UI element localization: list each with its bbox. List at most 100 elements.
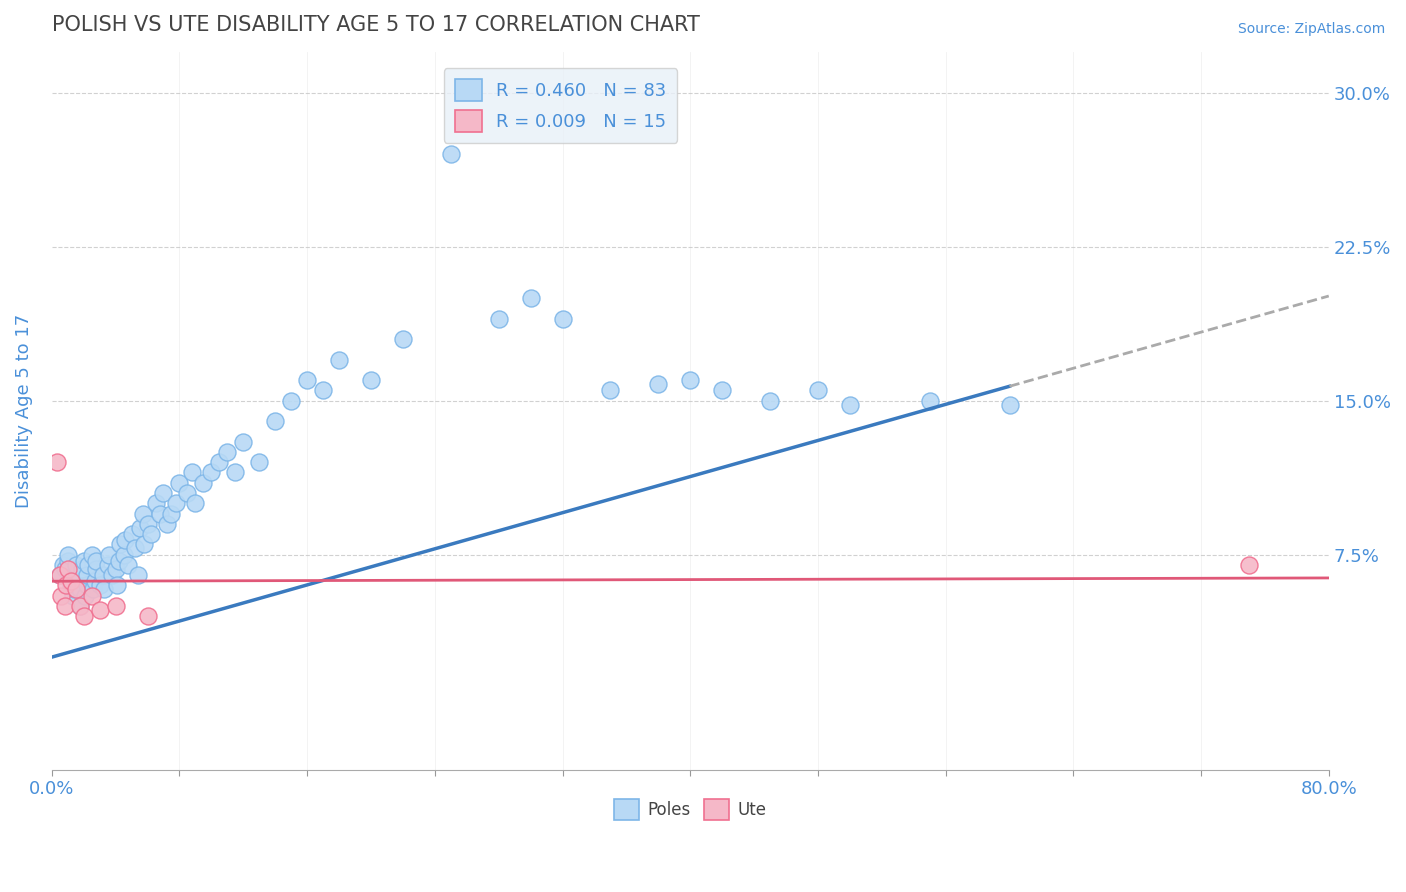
Point	[679, 373, 702, 387]
Point	[145, 496, 167, 510]
Point	[104, 599, 127, 613]
Text: POLISH VS UTE DISABILITY AGE 5 TO 17 CORRELATION CHART: POLISH VS UTE DISABILITY AGE 5 TO 17 COR…	[52, 15, 700, 35]
Point	[70, 562, 93, 576]
Point	[77, 558, 100, 572]
Point	[128, 521, 150, 535]
Point	[62, 589, 84, 603]
Point	[488, 311, 510, 326]
Point	[76, 568, 98, 582]
Point	[169, 475, 191, 490]
Point	[224, 466, 246, 480]
Point	[69, 582, 91, 597]
Point	[45, 455, 67, 469]
Point	[80, 548, 103, 562]
Point	[208, 455, 231, 469]
Point	[55, 578, 77, 592]
Point	[647, 377, 669, 392]
Point	[152, 486, 174, 500]
Point	[759, 393, 782, 408]
Point	[56, 562, 79, 576]
Point	[117, 558, 139, 572]
Point	[200, 466, 222, 480]
Point	[998, 398, 1021, 412]
Point	[59, 578, 82, 592]
Point	[101, 568, 124, 582]
Point	[53, 599, 76, 613]
Point	[156, 516, 179, 531]
Point	[181, 466, 204, 480]
Point	[280, 393, 302, 408]
Point	[112, 548, 135, 562]
Legend: Poles, Ute: Poles, Ute	[607, 793, 773, 826]
Point	[232, 434, 254, 449]
Point	[89, 578, 111, 592]
Point	[48, 568, 70, 582]
Point	[217, 445, 239, 459]
Point	[69, 599, 91, 613]
Point	[160, 507, 183, 521]
Point	[149, 507, 172, 521]
Point	[139, 527, 162, 541]
Point	[52, 558, 75, 572]
Point	[1237, 558, 1260, 572]
Point	[65, 568, 87, 582]
Point	[599, 384, 621, 398]
Point	[132, 507, 155, 521]
Point	[176, 486, 198, 500]
Point	[56, 554, 79, 568]
Point	[93, 582, 115, 597]
Point	[86, 554, 108, 568]
Point	[110, 537, 132, 551]
Point	[918, 393, 941, 408]
Point	[134, 537, 156, 551]
Point	[127, 568, 149, 582]
Point	[519, 291, 541, 305]
Point	[328, 352, 350, 367]
Point	[105, 578, 128, 592]
Point	[136, 609, 159, 624]
Point	[48, 568, 70, 582]
Point	[264, 414, 287, 428]
Point	[66, 578, 89, 592]
Point	[136, 516, 159, 531]
Point	[83, 574, 105, 589]
Point	[51, 589, 73, 603]
Text: Source: ZipAtlas.com: Source: ZipAtlas.com	[1237, 22, 1385, 37]
Point	[97, 558, 120, 572]
Point	[121, 527, 143, 541]
Point	[360, 373, 382, 387]
Point	[65, 582, 87, 597]
Point	[247, 455, 270, 469]
Point	[82, 582, 104, 597]
Point	[193, 475, 215, 490]
Point	[295, 373, 318, 387]
Point	[711, 384, 734, 398]
Point	[91, 568, 114, 582]
Point	[124, 541, 146, 556]
Point	[63, 582, 86, 597]
Point	[53, 562, 76, 576]
Point	[165, 496, 187, 510]
Point	[104, 562, 127, 576]
Point	[807, 384, 830, 398]
Point	[73, 554, 96, 568]
Point	[67, 574, 90, 589]
Point	[184, 496, 207, 510]
Point	[73, 609, 96, 624]
Point	[392, 332, 415, 346]
Point	[551, 311, 574, 326]
Point	[312, 384, 335, 398]
Point	[440, 147, 463, 161]
Point	[65, 558, 87, 572]
Point	[80, 589, 103, 603]
Point	[89, 603, 111, 617]
Point	[59, 574, 82, 589]
Point	[107, 554, 129, 568]
Point	[838, 398, 860, 412]
Point	[69, 599, 91, 613]
Point	[86, 562, 108, 576]
Point	[56, 548, 79, 562]
Point	[75, 589, 97, 603]
Point	[76, 578, 98, 592]
Point	[98, 548, 121, 562]
